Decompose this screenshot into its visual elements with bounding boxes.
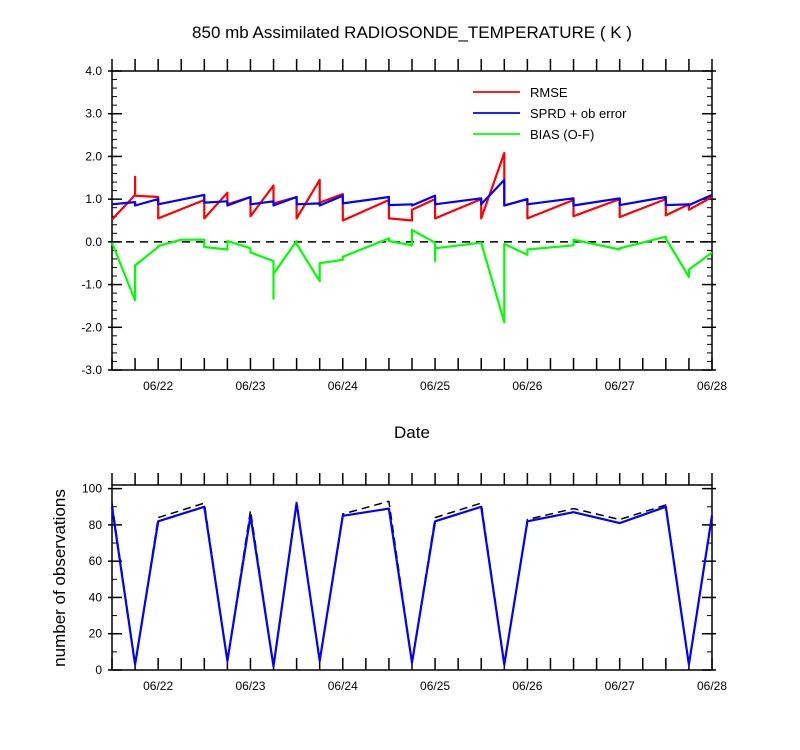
top-y-tick-label: -3.0 <box>81 363 102 377</box>
top-x-tick-label: 06/28 <box>697 379 727 393</box>
bottom-x-tick-label: 06/26 <box>512 679 542 693</box>
top-x-tick-label: 06/23 <box>235 379 265 393</box>
top-y-tick-label: -2.0 <box>81 320 102 334</box>
top-y-tick-label: 2.0 <box>85 149 102 163</box>
top-x-tick-label: 06/25 <box>420 379 450 393</box>
top-x-tick-label: 06/26 <box>512 379 542 393</box>
top-y-tick-label: -1.0 <box>81 278 102 292</box>
bottom-x-tick-label: 06/24 <box>328 679 358 693</box>
top-y-tick-label: 1.0 <box>85 192 102 206</box>
legend-label-sprd-ob-error: SPRD + ob error <box>530 106 627 121</box>
top-y-tick-label: 0.0 <box>85 235 102 249</box>
bottom-y-tick-label: 20 <box>89 627 103 641</box>
bottom-x-tick-label: 06/28 <box>697 679 727 693</box>
top-y-tick-label: 4.0 <box>85 64 102 78</box>
x-axis-label: Date <box>394 423 430 442</box>
bottom-x-tick-label: 06/22 <box>143 679 173 693</box>
top-x-tick-label: 06/27 <box>605 379 635 393</box>
bottom-y-tick-label: 80 <box>89 518 103 532</box>
bottom-panel: 06/22 06/23 06/24 06/25 06/26 06/27 06/28 0 20 40… <box>82 473 727 693</box>
top-x-tick-label: 06/24 <box>328 379 358 393</box>
top-series-line-rmse <box>111 151 713 222</box>
top-x-tick-label: 06/22 <box>143 379 173 393</box>
bottom-y-tick-label: 60 <box>89 554 103 568</box>
bottom-x-tick-label: 06/27 <box>605 679 635 693</box>
top-series-line-bias-o-f <box>110 228 713 324</box>
chart-title: 850 mb Assimilated RADIOSONDE_TEMPERATUR… <box>192 23 632 42</box>
top-panel: 06/22 06/23 06/24 06/25 06/26 06/27 06/28 -3.0 -… <box>81 59 727 393</box>
bottom-x-tick-label: 06/25 <box>420 679 450 693</box>
bottom-y-tick-label: 0 <box>95 663 102 677</box>
bottom-y-tick-label: 100 <box>82 482 102 496</box>
bottom-series-line-used <box>110 502 714 668</box>
y-axis-label-observations: number of observations <box>50 489 69 667</box>
top-series-line-sprd-ob-error <box>111 178 713 207</box>
legend-label-rmse: RMSE <box>530 85 568 100</box>
bottom-plot-frame <box>111 484 713 671</box>
bottom-y-tick-label: 40 <box>89 590 103 604</box>
top-y-tick-label: 3.0 <box>85 107 102 121</box>
bottom-x-tick-label: 06/23 <box>235 679 265 693</box>
legend-label-bias-o-f: BIAS (O-F) <box>530 127 594 142</box>
bottom-series-line-possible <box>111 500 713 668</box>
